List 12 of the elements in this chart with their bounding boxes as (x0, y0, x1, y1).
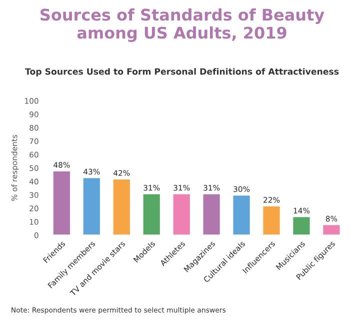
bar (232, 194, 252, 236)
bar (172, 192, 192, 236)
bar (322, 224, 342, 236)
bar (82, 176, 102, 236)
bar (202, 192, 222, 236)
chart-title: Sources of Standards of Beauty among US Adults, 2019 (40, 8, 324, 42)
bar (112, 178, 132, 236)
bar (52, 170, 72, 236)
bar (142, 192, 162, 236)
bar (292, 216, 312, 236)
chart-subtitle: Top Sources Used to Form Personal Definitions of Attractiveness (25, 68, 339, 76)
bar (262, 204, 282, 236)
